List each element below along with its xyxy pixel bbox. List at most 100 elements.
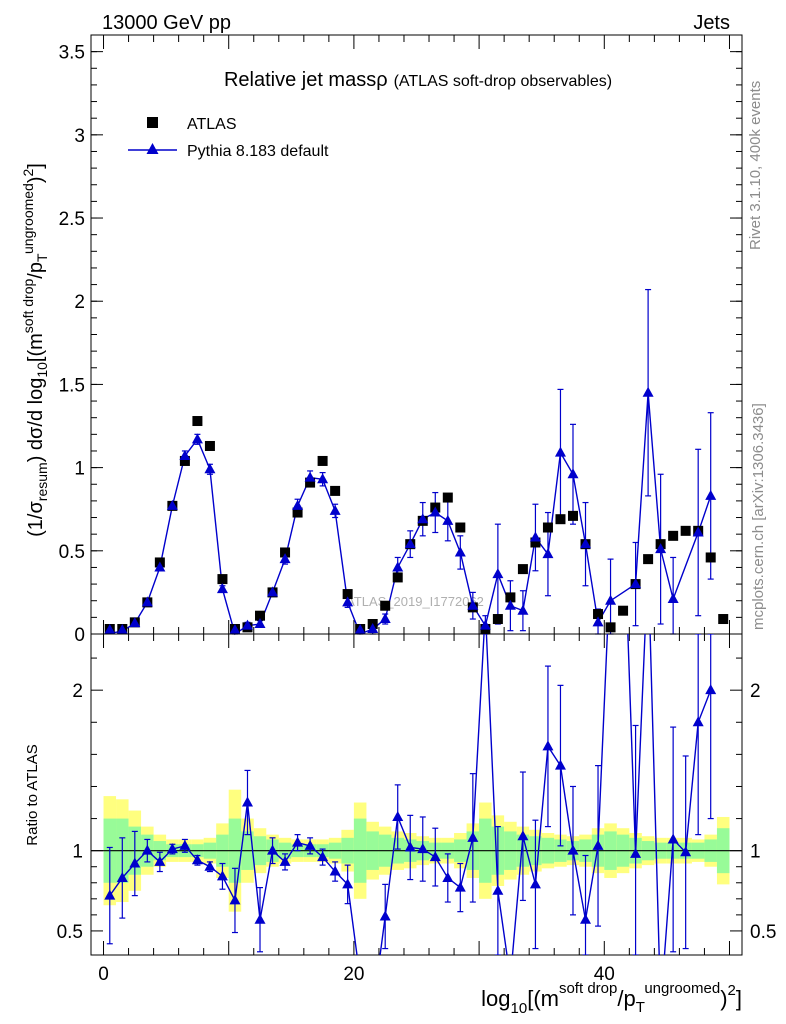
- legend-pythia-label: Pythia 8.183 default: [187, 143, 329, 160]
- ratio-point: [317, 851, 329, 862]
- ratio-point: [692, 716, 704, 727]
- ratio-point: [241, 796, 253, 807]
- x-tick-label: 0: [98, 964, 109, 985]
- header-left: 13000 GeV pp: [102, 12, 231, 34]
- pythia-point: [542, 548, 554, 559]
- pythia-point: [104, 624, 116, 634]
- rivet-label: Rivet 3.1.10, 400k events: [747, 81, 764, 250]
- pythia-point: [154, 561, 166, 572]
- pythia-point: [605, 594, 617, 605]
- atlas-point: [492, 614, 503, 625]
- ratio-point: [104, 889, 116, 900]
- ratio-point: [204, 860, 216, 871]
- atlas-point: [442, 492, 453, 503]
- ratio-point: [467, 831, 479, 842]
- ratio-point: [454, 881, 466, 892]
- atlas-point: [555, 514, 566, 525]
- ratio-point: [580, 913, 592, 924]
- pythia-point: [342, 596, 354, 607]
- pythia-point: [479, 619, 491, 630]
- pythia-point: [705, 489, 717, 500]
- atlas-point: [342, 589, 353, 600]
- pythia-point: [267, 586, 279, 597]
- pythia-point: [630, 578, 642, 589]
- ratio-y-axis-label: Ratio to ATLAS: [24, 744, 41, 845]
- ratio-point: [216, 870, 228, 881]
- ratio-point: [492, 884, 504, 895]
- atlas-point: [517, 564, 528, 575]
- ratio-point: [529, 878, 541, 889]
- atlas-point: [705, 552, 716, 563]
- pythia-point: [504, 599, 516, 610]
- chart-title-main: Relative jet massρ: [224, 69, 388, 91]
- mcplots-label: mcplots.cern.ch [arXiv:1306.3436]: [750, 403, 767, 630]
- ratio-y-tick-label-right: 2: [750, 681, 761, 702]
- ratio-point: [517, 830, 529, 841]
- atlas-point: [317, 455, 328, 466]
- ratio-point: [166, 843, 178, 854]
- ratio-y-tick-label-right: 0.5: [750, 922, 776, 943]
- atlas-point: [380, 600, 391, 611]
- pythia-point: [179, 449, 191, 460]
- atlas-point: [605, 622, 616, 633]
- atlas-point: [542, 522, 553, 533]
- pythia-point: [667, 593, 679, 604]
- pythia-point: [216, 583, 228, 594]
- ratio-point: [179, 839, 191, 850]
- y-tick-label: 3.5: [59, 43, 85, 64]
- pythia-point: [454, 546, 466, 557]
- x-tick-label: 20: [343, 964, 364, 985]
- y-tick-label: 1.5: [59, 375, 85, 396]
- pythia-point: [379, 613, 391, 624]
- atlas-point: [392, 572, 403, 583]
- ratio-frame: [90, 633, 743, 956]
- legend-atlas-marker: [147, 117, 158, 128]
- pythia-point: [554, 446, 566, 457]
- pythia-point: [417, 513, 429, 524]
- atlas-point: [530, 537, 541, 548]
- atlas-point: [330, 485, 341, 496]
- atlas-point: [505, 592, 516, 603]
- atlas-point: [718, 614, 729, 625]
- pythia-point: [292, 499, 304, 510]
- pythia-point: [166, 499, 178, 510]
- y-tick-label: 3: [74, 126, 85, 147]
- pythia-point: [404, 538, 416, 549]
- pythia-point: [642, 386, 654, 397]
- pythia-point: [254, 618, 266, 629]
- pythia-point: [141, 596, 153, 607]
- ratio-point: [442, 871, 454, 882]
- pythia-point: [692, 526, 704, 537]
- pythia-point: [567, 468, 579, 479]
- ratio-point: [429, 851, 441, 862]
- ratio-point: [116, 871, 128, 882]
- pythia-point: [204, 463, 216, 474]
- atlas-point: [280, 547, 291, 558]
- chart-title: Relative jet massρ (ATLAS soft-drop obser…: [224, 69, 612, 91]
- ratio-point: [154, 855, 166, 866]
- pythia-point: [442, 514, 454, 525]
- atlas-point: [255, 610, 266, 621]
- atlas-point: [567, 510, 578, 521]
- pythia-point: [279, 553, 291, 564]
- atlas-point: [668, 530, 679, 541]
- ratio-point: [680, 846, 692, 857]
- pythia-point: [529, 531, 541, 542]
- pythia-point: [592, 616, 604, 627]
- pythia-point: [580, 538, 592, 549]
- pythia-point: [492, 568, 504, 579]
- header-right: Jets: [693, 12, 730, 34]
- ratio-y-tick-label: 0.5: [57, 922, 83, 943]
- ratio-point: [141, 844, 153, 855]
- atlas-point: [192, 416, 203, 427]
- ratio-point: [404, 841, 416, 852]
- top-data: [104, 288, 729, 636]
- ratio-data: [104, 634, 717, 955]
- ratio-y-tick-label-right: 1: [750, 842, 761, 863]
- ratio-point: [705, 684, 717, 695]
- ratio-y-tick-label: 2: [72, 681, 83, 702]
- atlas-point: [204, 440, 215, 451]
- atlas-point: [217, 574, 228, 585]
- atlas-point: [292, 507, 303, 518]
